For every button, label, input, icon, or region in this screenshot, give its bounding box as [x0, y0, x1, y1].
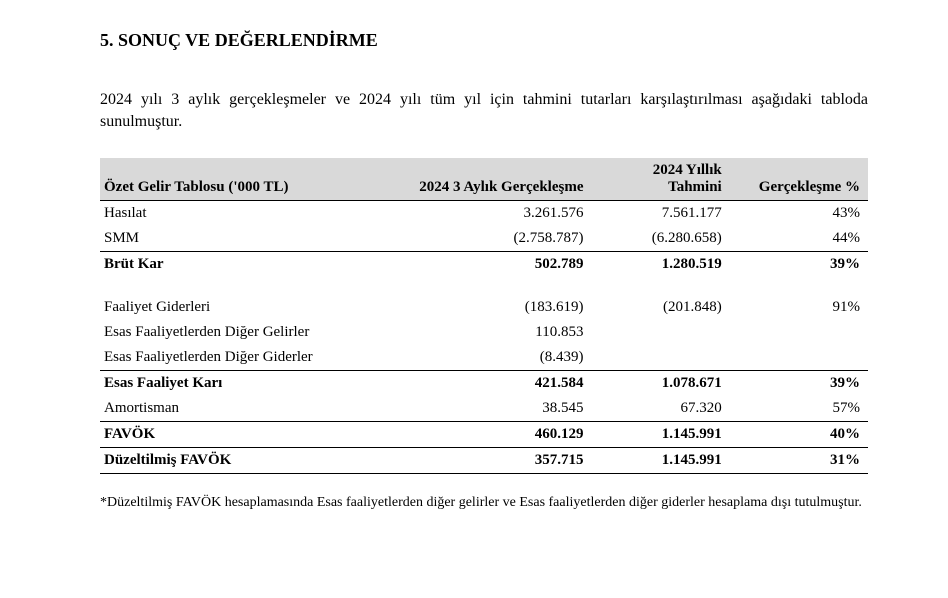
- row-pct-value: 39%: [730, 251, 868, 277]
- table-row: Esas Faaliyetlerden Diğer Gelirler110.85…: [100, 320, 868, 345]
- row-label: Amortisman: [100, 396, 407, 422]
- row-pct-value: 39%: [730, 370, 868, 396]
- spacer-cell: [100, 277, 868, 295]
- table-header-row: Özet Gelir Tablosu ('000 TL) 2024 3 Aylı…: [100, 158, 868, 201]
- row-year-value: (6.280.658): [592, 226, 730, 252]
- table-row: Amortisman38.54567.32057%: [100, 396, 868, 422]
- row-label: Hasılat: [100, 200, 407, 226]
- row-label: SMM: [100, 226, 407, 252]
- table-row: FAVÖK460.1291.145.99140%: [100, 421, 868, 447]
- section-heading: 5. SONUÇ VE DEĞERLENDİRME: [100, 30, 868, 51]
- row-quarter-value: 421.584: [407, 370, 591, 396]
- row-year-value: 67.320: [592, 396, 730, 422]
- row-pct-value: 91%: [730, 295, 868, 320]
- col-header-year: 2024 Yıllık Tahmini: [592, 158, 730, 201]
- row-year-value: 7.561.177: [592, 200, 730, 226]
- table-row: Esas Faaliyet Karı421.5841.078.67139%: [100, 370, 868, 396]
- row-quarter-value: 357.715: [407, 447, 591, 473]
- row-pct-value: [730, 320, 868, 345]
- row-label: Brüt Kar: [100, 251, 407, 277]
- row-quarter-value: 460.129: [407, 421, 591, 447]
- col-header-label: Özet Gelir Tablosu ('000 TL): [100, 158, 407, 201]
- row-pct-value: 43%: [730, 200, 868, 226]
- col-header-pct: Gerçekleşme %: [730, 158, 868, 201]
- table-row: Düzeltilmiş FAVÖK357.7151.145.99131%: [100, 447, 868, 473]
- table-row: SMM(2.758.787)(6.280.658)44%: [100, 226, 868, 252]
- row-year-value: (201.848): [592, 295, 730, 320]
- row-year-value: 1.078.671: [592, 370, 730, 396]
- row-label: Faaliyet Giderleri: [100, 295, 407, 320]
- table-row: Brüt Kar502.7891.280.51939%: [100, 251, 868, 277]
- intro-paragraph: 2024 yılı 3 aylık gerçekleşmeler ve 2024…: [100, 89, 868, 134]
- row-quarter-value: 3.261.576: [407, 200, 591, 226]
- row-quarter-value: 38.545: [407, 396, 591, 422]
- row-year-value: 1.145.991: [592, 421, 730, 447]
- table-footnote: *Düzeltilmiş FAVÖK hesaplamasında Esas f…: [100, 494, 868, 513]
- col-header-quarter: 2024 3 Aylık Gerçekleşme: [407, 158, 591, 201]
- row-quarter-value: 502.789: [407, 251, 591, 277]
- row-label: Esas Faaliyetlerden Diğer Gelirler: [100, 320, 407, 345]
- table-row: Hasılat3.261.5767.561.17743%: [100, 200, 868, 226]
- income-summary-table: Özet Gelir Tablosu ('000 TL) 2024 3 Aylı…: [100, 158, 868, 474]
- row-year-value: [592, 320, 730, 345]
- row-pct-value: 40%: [730, 421, 868, 447]
- row-quarter-value: (8.439): [407, 345, 591, 371]
- table-row: Faaliyet Giderleri(183.619)(201.848)91%: [100, 295, 868, 320]
- row-pct-value: 44%: [730, 226, 868, 252]
- row-label: Esas Faaliyet Karı: [100, 370, 407, 396]
- row-label: FAVÖK: [100, 421, 407, 447]
- row-year-value: 1.145.991: [592, 447, 730, 473]
- row-label: Esas Faaliyetlerden Diğer Giderler: [100, 345, 407, 371]
- row-pct-value: [730, 345, 868, 371]
- row-quarter-value: 110.853: [407, 320, 591, 345]
- row-pct-value: 31%: [730, 447, 868, 473]
- row-label: Düzeltilmiş FAVÖK: [100, 447, 407, 473]
- table-row: [100, 277, 868, 295]
- table-row: Esas Faaliyetlerden Diğer Giderler(8.439…: [100, 345, 868, 371]
- row-pct-value: 57%: [730, 396, 868, 422]
- row-year-value: 1.280.519: [592, 251, 730, 277]
- row-quarter-value: (2.758.787): [407, 226, 591, 252]
- row-quarter-value: (183.619): [407, 295, 591, 320]
- row-year-value: [592, 345, 730, 371]
